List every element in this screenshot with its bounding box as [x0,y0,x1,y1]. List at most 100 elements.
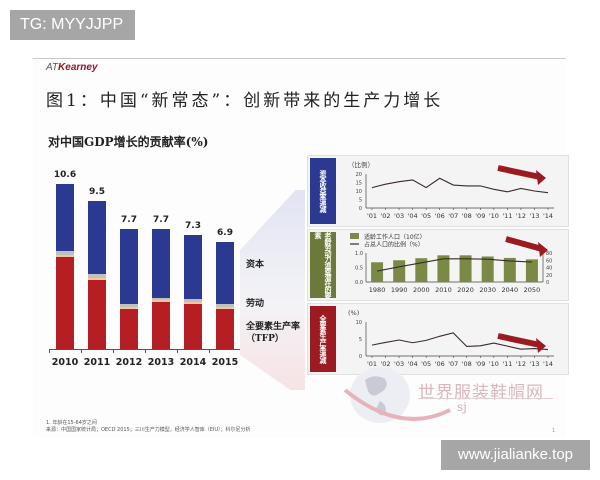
x-tick-label: '02 [381,360,391,368]
x-tick-label: '08 [462,360,472,368]
legend-tfp: 全要素生产率（TFP） [246,322,301,344]
bar-segment-labor [216,303,234,307]
y-tick-label-right: 60 [546,258,552,264]
watermark-underline [418,398,553,399]
x-tick-label: 2011 [83,357,111,368]
x-tick [145,349,146,353]
x-tick-label: '13 [529,360,539,368]
y-tick-label-left: 0.5 [355,266,363,272]
bar-segment-capital [152,229,170,298]
x-tick [49,349,50,353]
legend-labor: 劳动 [246,299,265,309]
panel-label-capital-return: 资本收益率递减 [310,158,336,224]
bar-2011 [88,201,106,349]
overlay-tag-top: TG: MYYJJPP [10,10,135,40]
tfp-line-chart: (%) 0 5 10 '01 '02'03 '04'05 '06'07 '08'09 '10'11… [348,309,554,368]
bar-segment-labor-light [216,306,234,309]
x-tick-label: '14 [543,212,553,220]
bar-segment-labor [120,303,138,307]
bar-2012 [120,229,138,349]
bar-segment-labor-light [88,278,106,281]
watermark-sub: sj [457,400,467,414]
x-tick-label: 2014 [179,357,207,368]
y-tick-label-left: 0.0 [355,280,363,286]
bar-segment-labor-light [152,300,170,303]
x-tick-label: 1980 [369,286,386,294]
bar-segment-capital [184,235,202,300]
page-number: 1 [552,428,556,434]
x-tick-label: 2013 [147,357,175,368]
bar-segment-capital [88,201,106,275]
x-tick-label: '03 [394,212,404,220]
bar-segment-tfp [152,302,170,349]
y-tick-label: 0 [359,206,362,212]
labor-force-combo-chart: 适龄工作人口（10亿）占总人口的比例（%）0.00.51.00204060801… [350,233,552,294]
bar-value-label: 7.7 [153,215,169,226]
bar-chart-title: 对中国GDP增长的贡献率(%) [48,135,209,149]
x-tick-label: '05 [421,360,431,368]
bar-segment-labor [56,250,74,255]
x-tick-label: '11 [502,212,512,220]
bar-segment-labor [88,274,106,278]
overlay-tag-bottom: www.jialianke.top [441,440,590,470]
bar-segment-labor [152,297,170,301]
y-tick-label: 0 [359,354,362,360]
bar-segment-tfp [216,308,234,349]
connector-wedge [240,190,305,390]
x-tick-label: '10 [489,360,499,368]
x-tick-label: '06 [435,360,445,368]
x-tick-label: '09 [475,360,485,368]
x-tick [113,349,114,353]
x-tick-label: '12 [516,212,526,220]
bar-value-label: 9.5 [89,187,105,198]
x-tick-label: '13 [529,212,539,220]
footnote-source: 来源：中国国家统计局；OECD 2015；三川生产力模型，经济学人智库（EIU）… [46,427,251,433]
y-tick-label: 5 [359,198,362,204]
x-tick-label: '07 [448,212,458,220]
data-line [371,177,549,194]
bar-value-label: 7.7 [121,215,137,226]
trend-arrow-icon [497,165,546,185]
y-tick-label-right: 40 [546,266,552,272]
bar-segment-capital [56,184,74,251]
x-tick-label: '07 [448,360,458,368]
unit-label: (%) [348,309,359,317]
panel-tfp: 全要素生产率递减 (%) 0 5 10 '01 '02'03 '04'05 '06'07 '08… [307,303,569,375]
y-tick-label: 20 [356,172,362,178]
x-tick-label: 2010 [51,357,79,368]
legend-capital: 资本 [246,260,265,270]
bar-segment-labor [184,299,202,302]
panel-capital-return: 资本收益率递减 （比例） 0 5 10 15 20'01'02'03'04'05'06'0… [307,155,569,227]
y-tick-label: 5 [359,337,362,343]
x-tick-label: 2040 [502,286,519,294]
y-tick-label: 10 [356,320,362,326]
bar-2010 [56,184,74,349]
panel-label-tfp: 全要素生产率递减 [310,306,336,372]
globe-watermark-icon [343,367,451,423]
brand-prefix: AT [46,62,59,73]
x-tick-label: '04 [408,212,418,220]
bar [415,258,428,282]
bar-value-label: 6.9 [217,227,233,238]
bar-2013 [152,229,170,349]
x-tick-label: 2020 [457,286,474,294]
bar [371,262,384,282]
x-tick-label: 2000 [413,286,430,294]
bar-segment-tfp [88,280,106,349]
x-tick [81,349,82,353]
data-line [371,332,549,351]
bar-segment-capital [216,241,234,304]
legend-bar-label: 适龄工作人口（10亿） [364,233,426,241]
bar-segment-tfp [184,303,202,349]
y-tick-label: 10 [356,189,362,195]
y-tick-label-right: 80 [546,251,552,257]
x-tick-label: '14 [543,360,553,368]
watermark-text: 世界服装鞋帽网 [418,383,544,403]
x-tick-label: '03 [394,360,404,368]
panel-label-labor-force: 老龄劳动力浪费潜在的要素 [310,232,336,298]
bar [437,255,450,282]
x-tick-label: 1990 [391,286,408,294]
trend-arrow-icon [497,333,546,353]
x-tick-label: 2012 [115,357,143,368]
bar [525,259,538,282]
